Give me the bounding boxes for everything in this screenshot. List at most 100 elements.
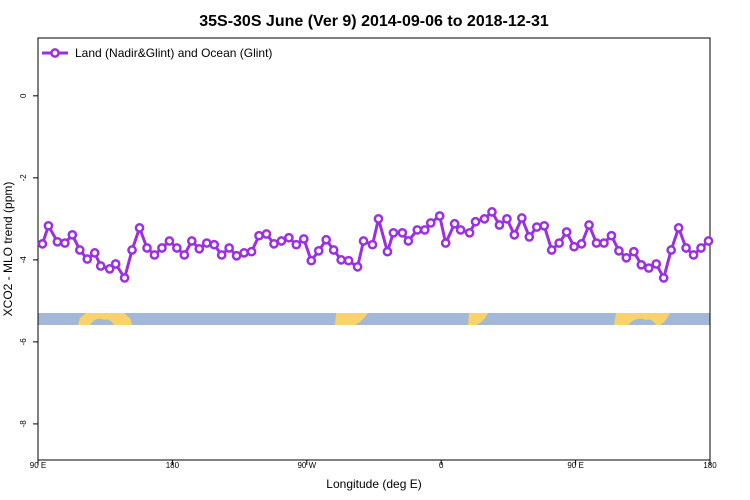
data-point: [276, 236, 287, 246]
data-point: [298, 234, 309, 244]
data-point: [502, 214, 512, 224]
data-point: [434, 211, 445, 221]
data-point: [397, 227, 408, 238]
data-point: [343, 255, 354, 266]
data-point: [239, 248, 249, 258]
legend-label: Land (Nadir&Glint) and Ocean (Glint): [75, 46, 272, 60]
data-point: [591, 238, 602, 248]
data-point: [681, 243, 691, 253]
y-axis-label: XCO2 - MLO trend (ppm): [1, 182, 15, 317]
data-point: [246, 246, 257, 257]
data-point: [104, 264, 115, 274]
ocean-patch: [90, 318, 114, 325]
data-point: [382, 246, 393, 257]
data-point: [388, 227, 399, 238]
data-point: [621, 252, 632, 263]
data-point: [284, 232, 294, 243]
data-point: [224, 243, 234, 253]
data-point: [291, 239, 302, 250]
data-point: [628, 246, 639, 257]
data-point: [52, 236, 63, 247]
data-point: [373, 214, 384, 224]
data-point: [306, 255, 317, 266]
land-patch: [78, 313, 132, 325]
data-point: [561, 227, 572, 237]
data-point: [673, 223, 684, 233]
data-point: [487, 207, 497, 217]
data-point: [43, 220, 54, 231]
data-point: [269, 239, 279, 249]
data-point: [599, 238, 609, 248]
data-point: [149, 250, 160, 260]
chart-title: 35S-30S June (Ver 9) 2014-09-06 to 2018-…: [199, 13, 549, 30]
data-point: [455, 225, 466, 235]
land-ocean-band: [38, 313, 710, 325]
data-point: [554, 238, 565, 248]
data-point: [636, 259, 647, 270]
data-point: [494, 220, 505, 230]
data-point: [658, 273, 669, 283]
data-point: [164, 236, 175, 246]
data-point: [172, 243, 182, 253]
data-point: [643, 263, 654, 273]
data-point: [479, 214, 490, 224]
data-point: [367, 239, 378, 250]
data-point: [651, 259, 662, 269]
x-axis-label: Longitude (deg E): [326, 477, 421, 491]
data-point: [134, 223, 145, 233]
data-point: [703, 236, 714, 246]
data-point: [403, 236, 414, 246]
legend-marker: [50, 48, 60, 58]
data-point: [60, 238, 70, 248]
data-point: [321, 234, 332, 245]
data-point: [82, 254, 93, 264]
data-point: [412, 225, 423, 235]
data-point: [201, 238, 212, 248]
x-tick-label: 90 E: [30, 461, 46, 470]
data-point: [336, 255, 346, 265]
data-point: [696, 243, 706, 253]
y-tick-label: 0: [19, 93, 28, 98]
data-point: [127, 245, 137, 255]
data-point: [688, 250, 699, 260]
land-patch: [335, 313, 368, 325]
data-point: [524, 232, 535, 242]
data-point: [186, 236, 197, 246]
data-point: [419, 225, 430, 235]
data-point: [313, 245, 324, 256]
data-point: [440, 238, 451, 248]
data-point: [95, 261, 106, 271]
data-point: [584, 220, 594, 230]
data-point: [614, 245, 624, 256]
data-point: [74, 245, 85, 255]
data-point: [576, 239, 587, 249]
land-patch: [468, 313, 488, 325]
data-point: [89, 248, 100, 258]
data-point: [449, 218, 460, 229]
data-point: [119, 273, 130, 283]
y-tick-label: -6: [19, 338, 28, 346]
data-point: [216, 250, 227, 260]
data-point: [142, 243, 152, 253]
data-point: [37, 239, 48, 249]
data-point: [531, 222, 542, 232]
data-point: [209, 239, 220, 250]
plot-frame: [37, 37, 711, 461]
data-point: [539, 220, 550, 231]
x-tick-label: 180: [703, 461, 717, 470]
y-tick-label: -4: [19, 256, 28, 264]
data-point: [509, 230, 520, 240]
data-point: [516, 213, 527, 223]
data-point: [546, 245, 557, 255]
ocean-band: [38, 313, 710, 325]
data-point: [425, 218, 436, 228]
x-tick-label: 90 W: [297, 461, 316, 470]
data-point: [67, 230, 78, 240]
data-point: [328, 245, 339, 255]
data-point: [157, 243, 167, 253]
data-point: [110, 259, 121, 269]
x-tick-label: 180: [166, 461, 180, 470]
data-point: [464, 227, 475, 238]
data-point: [606, 230, 617, 241]
